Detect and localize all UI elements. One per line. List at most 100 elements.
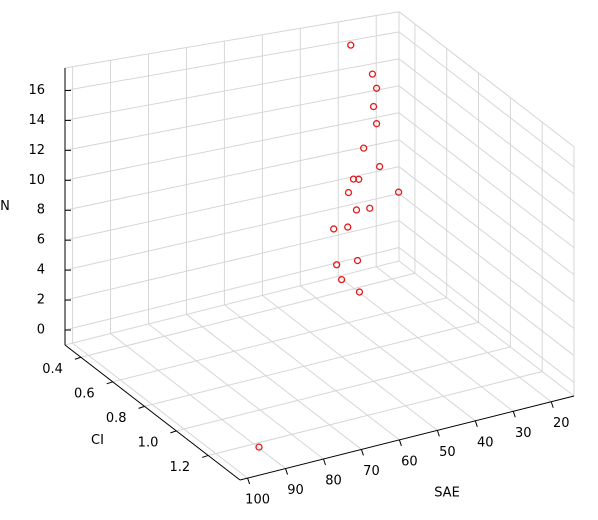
z-tick-label: 10 <box>28 173 45 188</box>
tick <box>285 468 289 475</box>
grid-line <box>398 31 575 168</box>
grid-line <box>176 346 511 432</box>
grid <box>64 11 575 479</box>
point <box>255 443 263 451</box>
grid-line <box>144 321 479 407</box>
point <box>355 175 363 183</box>
tick <box>550 401 554 408</box>
grid-line <box>398 220 575 356</box>
point <box>355 288 364 296</box>
x-tick-label: 70 <box>363 464 380 479</box>
grid-line <box>337 275 514 412</box>
tick <box>74 356 82 360</box>
grid-line <box>262 294 438 431</box>
grid-line <box>398 112 575 249</box>
point <box>360 144 368 152</box>
point <box>375 162 384 171</box>
point <box>353 256 362 265</box>
grid-line <box>64 112 400 181</box>
grid-line <box>64 58 400 121</box>
y-tick-label: 0.4 <box>42 362 63 377</box>
point <box>394 188 403 196</box>
point <box>344 223 352 231</box>
tick <box>360 449 364 456</box>
tick <box>323 458 326 466</box>
grid-line <box>64 247 400 331</box>
tick <box>398 439 402 447</box>
x-axis-label: SAE <box>434 486 460 501</box>
pane-edge <box>64 11 400 69</box>
point <box>366 204 374 212</box>
grid-line <box>398 166 575 303</box>
y-axis-label: CI <box>91 433 104 448</box>
y-tick-label: 0.6 <box>74 386 95 401</box>
point <box>372 120 381 128</box>
tick <box>436 430 440 437</box>
z-tick-label: 16 <box>28 83 45 98</box>
point <box>369 102 378 111</box>
grid-line <box>398 85 575 222</box>
grid-line <box>64 166 400 241</box>
x-tick-label: 50 <box>439 445 456 460</box>
pane-edge <box>64 260 400 346</box>
grid-line <box>80 272 416 358</box>
x-tick-label: 80 <box>325 474 342 489</box>
x-tick-label: 20 <box>553 416 570 431</box>
x-tick-label: 90 <box>287 483 304 498</box>
z-tick-label: 0 <box>37 323 45 338</box>
tick <box>247 477 251 485</box>
grid-line <box>72 342 248 479</box>
grid-line <box>398 58 575 195</box>
grid-line <box>186 314 362 450</box>
point <box>330 225 338 233</box>
x-tick-label: 60 <box>401 454 418 469</box>
y-tick-label: 1.0 <box>138 435 159 450</box>
z-tick-label: 12 <box>28 143 45 158</box>
grid-line <box>208 370 543 456</box>
point <box>337 275 346 284</box>
axes: 0 2 4 6 8 10 12 14 16 0.4 0.6 0.8 1.0 1.2 20 30 40 50 60 70… <box>0 68 575 508</box>
grid-line <box>64 193 400 271</box>
points <box>255 41 403 451</box>
z-tick-label: 2 <box>37 293 45 308</box>
grid-line <box>64 85 400 151</box>
grid-line <box>64 31 400 91</box>
grid-line <box>300 285 476 422</box>
y-tick-label: 0.8 <box>106 411 127 426</box>
grid-line <box>375 266 552 403</box>
grid-line <box>148 323 324 460</box>
grid-line <box>398 139 575 276</box>
x-axis <box>239 395 575 481</box>
grid-line <box>398 247 575 383</box>
point <box>352 206 361 214</box>
point <box>344 188 353 197</box>
tick <box>106 381 113 385</box>
grid-line <box>64 220 400 301</box>
y-axis <box>64 344 241 481</box>
tick <box>170 430 177 434</box>
point <box>372 84 381 92</box>
z-axis-label: N <box>0 199 10 214</box>
z-tick-label: 6 <box>37 233 45 248</box>
x-tick-label: 100 <box>245 493 270 508</box>
tick <box>138 405 145 409</box>
y-tick-label: 1.2 <box>169 460 190 475</box>
pane-edge <box>398 260 575 397</box>
z-tick-label: 4 <box>37 263 45 278</box>
tick <box>202 454 209 458</box>
grid-line <box>64 139 400 211</box>
pane-edge <box>398 11 575 148</box>
z-tick-label: 14 <box>28 113 45 128</box>
point <box>349 175 358 183</box>
grid-line <box>398 193 575 330</box>
point <box>368 70 377 78</box>
grid-line <box>224 304 400 441</box>
tick <box>474 420 478 427</box>
x-tick-label: 30 <box>515 426 532 441</box>
z-tick-label: 8 <box>37 203 45 218</box>
grid-line <box>112 297 447 383</box>
point <box>333 261 341 269</box>
x-tick-label: 40 <box>477 435 494 450</box>
point <box>347 41 355 49</box>
